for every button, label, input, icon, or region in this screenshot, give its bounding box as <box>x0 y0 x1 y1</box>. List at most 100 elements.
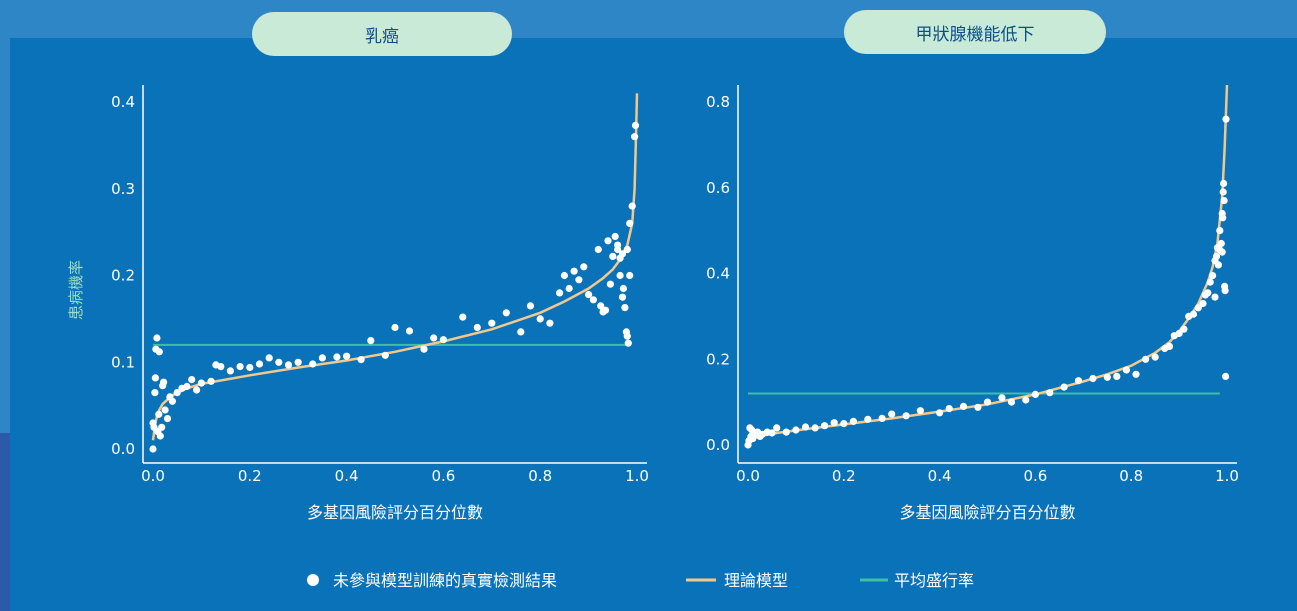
data-point <box>624 339 632 347</box>
data-point <box>333 353 341 361</box>
data-point <box>1103 373 1111 381</box>
data-point <box>405 327 414 335</box>
data-point <box>502 309 510 317</box>
data-point <box>526 302 535 310</box>
data-point <box>864 415 872 423</box>
data-point <box>473 323 481 332</box>
data-point <box>488 319 496 327</box>
data-point <box>318 354 326 362</box>
data-point <box>821 422 829 430</box>
data-point <box>1216 227 1224 235</box>
y-tick-label: 0.0 <box>706 436 730 454</box>
data-point <box>601 306 610 314</box>
left-accent <box>0 38 10 433</box>
data-point <box>621 304 629 312</box>
data-point <box>609 252 617 260</box>
data-point <box>1165 342 1174 350</box>
data-point <box>1218 248 1226 256</box>
data-point <box>614 241 622 249</box>
x-tick-label: 0.8 <box>1119 467 1143 485</box>
data-point <box>343 352 351 360</box>
legend-points-marker <box>307 574 319 586</box>
data-point <box>606 280 615 288</box>
data-point <box>616 254 624 262</box>
data-point <box>183 382 191 391</box>
data-point <box>1089 374 1097 383</box>
x-tick-label: 0.0 <box>141 467 165 485</box>
data-point <box>1189 310 1198 318</box>
data-point <box>246 363 254 372</box>
data-point <box>570 267 578 275</box>
data-point <box>236 363 244 371</box>
data-point <box>430 334 438 342</box>
data-point <box>604 237 612 245</box>
data-point <box>265 354 273 362</box>
data-point <box>840 420 848 428</box>
data-point <box>156 432 164 440</box>
x-axis-label: 多基因風險評分百分位數 <box>899 503 1075 522</box>
data-point <box>1175 329 1183 338</box>
data-point <box>585 291 593 299</box>
data-point <box>611 232 619 241</box>
data-point <box>768 429 776 437</box>
data-point <box>888 410 896 418</box>
data-point <box>536 315 544 323</box>
y-tick-label: 0.6 <box>706 179 730 197</box>
data-point <box>811 424 819 432</box>
data-point <box>792 426 800 434</box>
data-point <box>155 410 163 418</box>
data-point <box>381 351 389 359</box>
data-point <box>161 406 169 414</box>
data-point <box>959 402 968 410</box>
data-point <box>149 445 157 453</box>
data-point <box>1204 289 1212 297</box>
data-point <box>1142 355 1150 363</box>
y-tick-label: 0.2 <box>706 350 730 368</box>
data-point <box>197 379 205 387</box>
data-point <box>1212 252 1221 260</box>
data-point <box>618 293 627 301</box>
data-point <box>594 245 602 254</box>
chart-breast-cancer: 0.0 0.1 0.2 0.3 0.4 0.0 0.2 0.4 0.6 0.8 1.0 多基因風險評分… <box>67 85 649 522</box>
data-point <box>1219 188 1227 196</box>
data-point <box>631 121 640 129</box>
data-point <box>1151 353 1159 361</box>
data-point <box>616 271 624 280</box>
data-point <box>275 358 283 366</box>
data-point <box>902 412 910 420</box>
x-tick-label: 0.8 <box>528 467 552 485</box>
data-point <box>226 367 234 375</box>
data-point <box>153 334 161 342</box>
model-curve <box>151 93 639 441</box>
data-point <box>459 313 467 321</box>
x-tick-label: 0.2 <box>238 467 262 485</box>
data-point <box>155 348 163 356</box>
legend-prevalence-label: 平均盛行率 <box>894 571 974 590</box>
data-point <box>158 423 166 431</box>
data-point <box>284 361 293 369</box>
data-point <box>151 374 159 382</box>
data-point <box>173 389 181 397</box>
x-tick-label: 0.4 <box>335 467 359 485</box>
chart-hypothyroidism: 0.0 0.2 0.4 0.6 0.8 0.0 0.2 0.4 0.6 0.8 1.0 多基因風險評分… <box>706 84 1239 522</box>
data-point <box>1214 261 1222 269</box>
data-point <box>1074 377 1083 385</box>
data-point <box>575 276 583 284</box>
legend-points-label: 未參與模型訓練的真實檢測結果 <box>333 571 557 590</box>
x-tick-label: 0.4 <box>928 467 952 485</box>
data-point <box>1132 370 1140 378</box>
y-tick-label: 0.0 <box>111 440 135 458</box>
data-point <box>1222 372 1230 380</box>
data-point <box>168 397 176 405</box>
data-point <box>517 328 525 336</box>
data-point <box>1217 239 1225 248</box>
x-tick-label: 0.6 <box>431 467 455 485</box>
x-tick-label: 0.2 <box>832 467 856 485</box>
data-point <box>357 356 365 364</box>
data-point <box>294 358 302 366</box>
legend: 未參與模型訓練的真實檢測結果 理論模型 平均盛行率 <box>307 571 974 590</box>
data-point <box>1222 115 1230 123</box>
data-point <box>546 319 554 327</box>
x-tick-label: 1.0 <box>1215 467 1239 485</box>
